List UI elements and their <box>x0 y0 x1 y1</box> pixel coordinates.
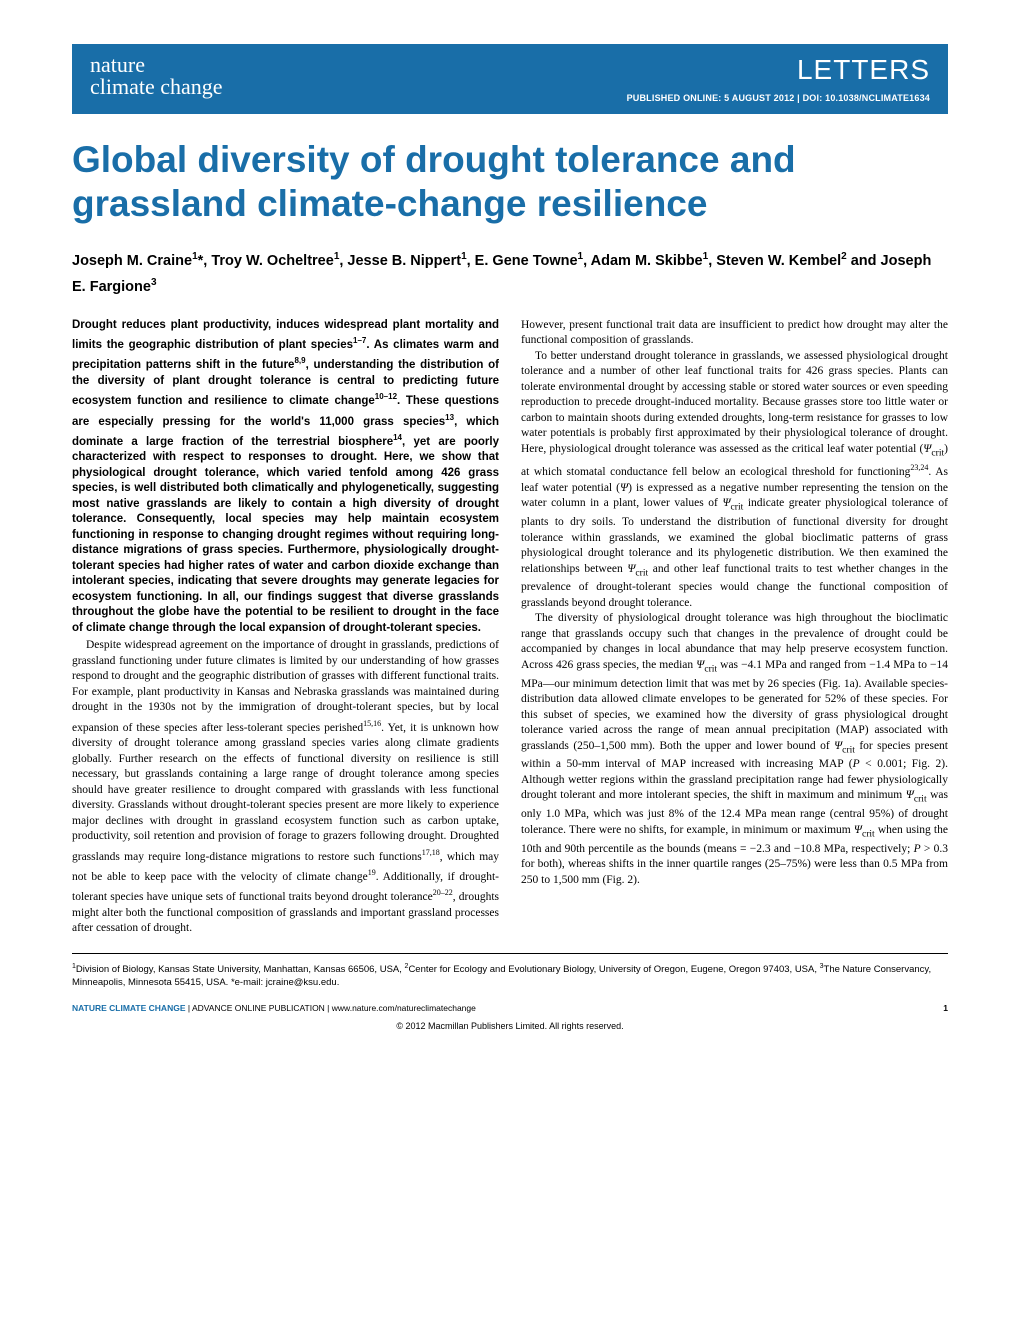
body-paragraph-continuation: However, present functional trait data a… <box>521 318 948 349</box>
journal-name: nature climate change <box>90 54 223 98</box>
body-paragraph: Despite widespread agreement on the impo… <box>72 638 499 936</box>
column-right: However, present functional trait data a… <box>521 318 948 937</box>
doi-link[interactable]: 10.1038/NCLIMATE1634 <box>825 93 930 103</box>
body-paragraph: To better understand drought tolerance i… <box>521 349 948 612</box>
article-title: Global diversity of drought tolerance an… <box>72 138 948 226</box>
journal-name-line1: nature <box>90 54 223 76</box>
footer-rule <box>72 953 948 954</box>
copyright-line: © 2012 Macmillan Publishers Limited. All… <box>72 1021 948 1031</box>
pub-date: PUBLISHED ONLINE: 5 AUGUST 2012 | <box>627 93 803 103</box>
journal-header-band: nature climate change LETTERS PUBLISHED … <box>72 44 948 114</box>
page-number: 1 <box>943 1003 948 1013</box>
journal-name-line2: climate change <box>90 76 223 98</box>
body-paragraph: The diversity of physiological drought t… <box>521 611 948 888</box>
two-column-body: Drought reduces plant productivity, indu… <box>72 318 948 937</box>
footer-bar: NATURE CLIMATE CHANGE | ADVANCE ONLINE P… <box>72 1003 948 1013</box>
footer-advance: | ADVANCE ONLINE PUBLICATION | www.natur… <box>185 1003 475 1013</box>
affiliations: 1Division of Biology, Kansas State Unive… <box>72 960 948 989</box>
abstract: Drought reduces plant productivity, indu… <box>72 318 499 637</box>
publication-line: PUBLISHED ONLINE: 5 AUGUST 2012 | DOI: 1… <box>627 93 930 103</box>
footer-left: NATURE CLIMATE CHANGE | ADVANCE ONLINE P… <box>72 1003 476 1013</box>
doi-prefix: DOI: <box>803 93 826 103</box>
column-left: Drought reduces plant productivity, indu… <box>72 318 499 937</box>
author-list: Joseph M. Craine1*, Troy W. Ocheltree1, … <box>72 246 948 298</box>
header-right: LETTERS PUBLISHED ONLINE: 5 AUGUST 2012 … <box>627 54 930 106</box>
section-label: LETTERS <box>627 54 930 86</box>
footer-journal-name: NATURE CLIMATE CHANGE <box>72 1003 185 1013</box>
